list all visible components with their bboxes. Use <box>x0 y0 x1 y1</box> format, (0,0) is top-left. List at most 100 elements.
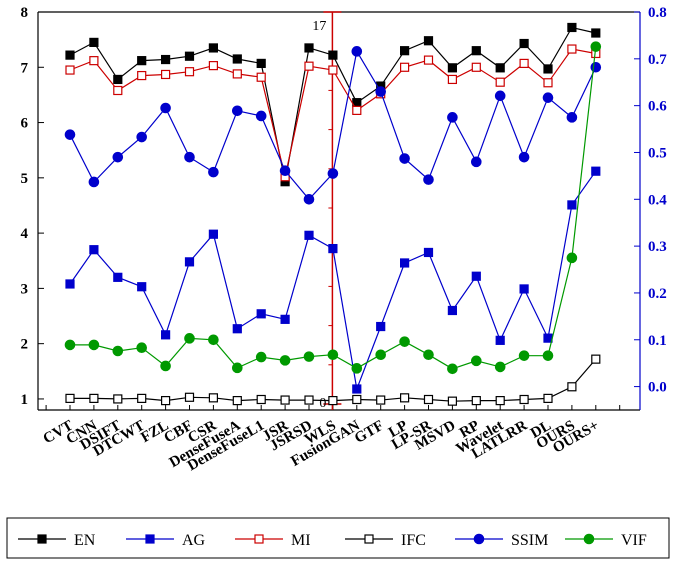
data-point-ag <box>161 330 171 340</box>
data-point-ag <box>423 247 434 258</box>
data-point-ag <box>184 257 195 267</box>
data-point-ifc <box>256 394 266 405</box>
left-tick-label: 7 <box>21 60 29 76</box>
left-tick-label: 5 <box>21 171 29 187</box>
data-point-ifc <box>352 394 362 405</box>
data-point-ifc <box>89 393 99 403</box>
data-point-en <box>423 36 434 46</box>
legend-label: MI <box>291 532 311 549</box>
data-point-ag <box>400 258 410 268</box>
data-point-en <box>543 64 553 74</box>
data-point-mi <box>447 74 457 85</box>
data-point-en <box>113 74 123 85</box>
data-point-mi <box>423 55 434 65</box>
data-point-ag <box>304 230 314 240</box>
data-point-ag <box>471 271 481 281</box>
data-point-ifc <box>113 394 123 404</box>
series-ifc <box>65 354 601 406</box>
legend-label: SSIM <box>511 532 548 549</box>
data-point-ifc <box>376 395 386 405</box>
data-point-ag <box>208 229 218 239</box>
data-point-mi <box>304 61 314 71</box>
data-point-en <box>304 43 314 53</box>
data-point-ag <box>113 272 123 282</box>
legend-label: EN <box>74 532 96 549</box>
series-group <box>64 22 602 406</box>
data-point-en <box>256 58 266 69</box>
annotation-bottom-label: 0 <box>319 396 326 411</box>
legend-marker <box>583 533 595 545</box>
data-point-vif <box>184 333 195 344</box>
series-en <box>65 22 601 187</box>
data-point-ag <box>280 314 290 324</box>
series-ag <box>65 166 601 394</box>
data-point-ag <box>447 305 457 316</box>
data-point-vif <box>375 349 387 361</box>
data-point-mi <box>65 65 75 75</box>
data-point-en <box>232 54 242 64</box>
left-tick-label: 3 <box>21 281 29 297</box>
left-tick-label: 6 <box>21 116 29 132</box>
data-point-vif <box>327 349 339 361</box>
data-point-ifc <box>184 392 195 402</box>
data-point-ifc <box>471 396 481 406</box>
data-point-mi <box>208 61 218 71</box>
data-point-ag <box>567 200 577 210</box>
legend-box <box>6 517 670 559</box>
data-point-ifc <box>137 393 147 403</box>
data-point-mi <box>256 72 266 82</box>
data-point-vif <box>471 355 482 367</box>
data-point-vif <box>255 351 267 363</box>
data-point-ssim <box>518 151 530 163</box>
data-point-mi <box>519 58 529 69</box>
data-point-ag <box>232 324 242 334</box>
data-point-vif <box>208 334 219 346</box>
legend-item-mi: MI <box>235 532 311 549</box>
data-point-ag <box>137 282 147 292</box>
legend-label: VIF <box>621 532 647 549</box>
data-point-ssim <box>447 112 458 123</box>
data-point-vif <box>64 339 76 351</box>
data-point-ag <box>495 335 505 345</box>
data-point-mi <box>495 77 505 87</box>
data-point-ifc <box>208 393 218 403</box>
legend-item-ag: AG <box>126 532 206 549</box>
right-tick-label: 0.5 <box>648 145 667 161</box>
data-point-mi <box>113 85 123 96</box>
legend-label: IFC <box>401 532 426 549</box>
data-point-en <box>447 63 457 73</box>
data-point-ssim <box>279 165 291 177</box>
data-point-ssim <box>542 92 554 103</box>
data-point-mi <box>232 69 242 79</box>
legend-marker <box>254 534 264 544</box>
data-point-vif <box>423 349 434 361</box>
data-point-en <box>161 54 171 65</box>
data-point-ag <box>89 245 99 255</box>
data-point-ssim <box>136 131 147 143</box>
data-point-vif <box>351 363 363 374</box>
legend: EN AG MI IFC SSIM VIF <box>6 517 670 559</box>
data-point-ifc <box>591 354 601 364</box>
data-point-ssim <box>327 168 339 179</box>
data-point-en <box>567 22 577 33</box>
data-point-ssim <box>64 129 76 140</box>
data-point-vif <box>303 351 315 362</box>
data-point-mi <box>137 70 147 81</box>
data-point-ag <box>591 166 601 176</box>
data-point-en <box>65 50 75 60</box>
data-point-ifc <box>328 396 338 406</box>
data-point-ifc <box>567 382 577 392</box>
data-point-ssim <box>303 193 315 205</box>
data-point-en <box>519 38 529 49</box>
data-point-vif <box>160 360 171 372</box>
annotation-top-label: 17 <box>312 19 326 34</box>
data-point-ag <box>352 384 362 394</box>
left-tick-label: 1 <box>21 392 29 408</box>
data-point-ssim <box>232 105 243 117</box>
data-point-vif <box>566 252 578 264</box>
data-point-en <box>184 51 195 61</box>
data-point-en <box>89 37 99 48</box>
data-point-mi <box>161 69 171 80</box>
data-point-mi <box>567 44 577 54</box>
data-point-ag <box>65 279 75 289</box>
